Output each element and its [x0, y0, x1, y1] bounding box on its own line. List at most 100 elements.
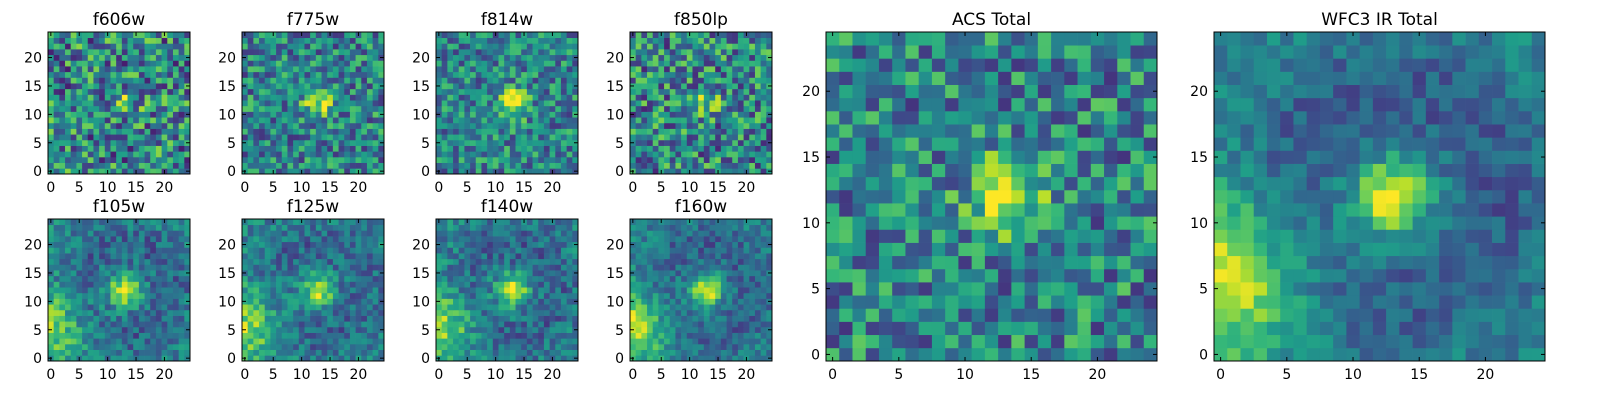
heatmap-cell — [344, 292, 351, 299]
heatmap-cell — [93, 270, 100, 277]
heatmap-cell — [555, 343, 562, 350]
heatmap-cell — [133, 236, 140, 243]
heatmap-cell — [155, 88, 162, 95]
heatmap-cell — [475, 343, 482, 350]
heatmap-cell — [709, 349, 716, 356]
heatmap-cell — [315, 315, 322, 322]
heatmap-cell — [87, 43, 94, 50]
heatmap-cell — [332, 151, 339, 158]
heatmap-cell — [247, 219, 254, 226]
heatmap-cell — [99, 122, 106, 129]
heatmap-cell — [647, 281, 654, 288]
heatmap-cell — [498, 326, 505, 333]
heatmap-cell — [464, 71, 471, 78]
heatmap-cell — [298, 258, 305, 265]
heatmap-cell — [150, 247, 157, 254]
heatmap-cell — [560, 315, 567, 322]
heatmap-cell — [470, 49, 477, 56]
heatmap-cell — [76, 343, 83, 350]
heatmap-cell — [458, 264, 465, 271]
heatmap-cell — [144, 275, 151, 282]
heatmap-cell — [372, 241, 379, 248]
heatmap-cell — [509, 219, 516, 226]
heatmap-cell — [447, 43, 454, 50]
heatmap-cell — [681, 355, 688, 362]
heatmap-cell — [65, 111, 72, 118]
heatmap-cell — [310, 355, 317, 362]
heatmap-cell — [327, 83, 334, 90]
heatmap-cell — [555, 117, 562, 124]
heatmap-cell — [327, 162, 334, 169]
heatmap-cell — [366, 224, 373, 231]
heatmap-cell — [566, 66, 573, 73]
heatmap-cell — [453, 258, 460, 265]
heatmap-cell — [526, 287, 533, 294]
heatmap-cell — [560, 139, 567, 146]
heatmap-cell — [521, 349, 528, 356]
heatmap-cell — [48, 145, 55, 152]
heatmap-cell — [532, 292, 539, 299]
heatmap-cell — [760, 355, 767, 362]
heatmap-cell — [355, 128, 362, 135]
heatmap-cell — [155, 275, 162, 282]
heatmap-cell — [464, 117, 471, 124]
heatmap-cell — [82, 224, 89, 231]
heatmap-cell — [259, 88, 266, 95]
heatmap-cell — [492, 304, 499, 311]
heatmap-cell — [760, 49, 767, 56]
heatmap-cell — [366, 111, 373, 118]
heatmap-cell — [498, 287, 505, 294]
heatmap-cell — [464, 100, 471, 107]
heatmap-cell — [264, 66, 271, 73]
heatmap-cell — [59, 270, 66, 277]
heatmap-cell — [647, 275, 654, 282]
heatmap-cell — [698, 168, 705, 175]
heatmap-cell — [543, 355, 550, 362]
heatmap-cell — [315, 111, 322, 118]
heatmap-cell — [709, 298, 716, 305]
heatmap-cell — [304, 100, 311, 107]
heatmap-cell — [458, 309, 465, 316]
heatmap-cell — [681, 100, 688, 107]
heatmap-cell — [760, 315, 767, 322]
heatmap-cell — [161, 292, 168, 299]
heatmap-cell — [270, 236, 277, 243]
heatmap-cell — [361, 236, 368, 243]
heatmap-cell — [766, 128, 773, 135]
heatmap-cell — [310, 270, 317, 277]
heatmap-cell — [161, 162, 168, 169]
heatmap-cell — [349, 139, 356, 146]
heatmap-cell — [664, 287, 671, 294]
heatmap-cell — [726, 315, 733, 322]
heatmap-cell — [338, 287, 345, 294]
heatmap-cell — [572, 275, 579, 282]
heatmap-cell — [436, 309, 443, 316]
heatmap-cell — [281, 355, 288, 362]
heatmap-cell — [749, 275, 756, 282]
heatmap-cell — [99, 66, 106, 73]
heatmap-cell — [504, 230, 511, 237]
heatmap-cell — [53, 224, 60, 231]
heatmap-cell — [338, 111, 345, 118]
heatmap-cell — [532, 275, 539, 282]
heatmap-cell — [327, 122, 334, 129]
heatmap-cell — [155, 139, 162, 146]
heatmap-cell — [59, 94, 66, 101]
heatmap-cell — [515, 128, 522, 135]
heatmap-cell — [698, 32, 705, 39]
heatmap-cell — [515, 338, 522, 345]
heatmap-cell — [144, 134, 151, 141]
heatmap-cell — [481, 230, 488, 237]
heatmap-cell — [349, 66, 356, 73]
heatmap-cell — [82, 111, 89, 118]
heatmap-cell — [270, 54, 277, 61]
heatmap-cell — [572, 105, 579, 112]
heatmap-cell — [82, 236, 89, 243]
heatmap-cell — [732, 83, 739, 90]
heatmap-cell — [310, 281, 317, 288]
heatmap-cell — [560, 43, 567, 50]
heatmap-cell — [453, 230, 460, 237]
heatmap-cell — [509, 162, 516, 169]
x-tick-label: 0 — [434, 180, 443, 196]
heatmap-cell — [281, 247, 288, 254]
